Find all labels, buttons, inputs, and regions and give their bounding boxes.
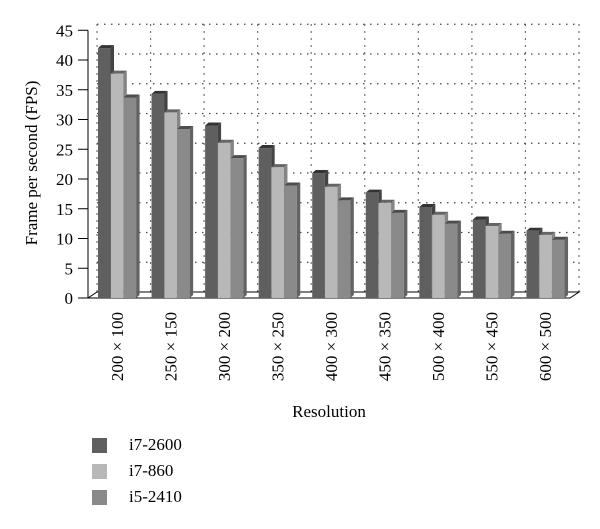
x-tick-label: 250 × 150 bbox=[161, 312, 180, 381]
y-axis: 0 5 10 15 20 25 30 35 40 45 bbox=[56, 21, 89, 308]
bar-top bbox=[337, 197, 354, 201]
y-tick-label: 40 bbox=[56, 51, 73, 70]
legend-item: i7-860 bbox=[92, 458, 182, 484]
bar-side bbox=[243, 155, 247, 298]
x-tick-label: 550 × 450 bbox=[483, 312, 502, 381]
bar-side bbox=[296, 182, 301, 298]
bar-top bbox=[284, 182, 301, 186]
bar bbox=[365, 192, 379, 298]
y-tick-label: 30 bbox=[56, 111, 73, 130]
x-tick-label: 350 × 250 bbox=[268, 312, 287, 381]
y-axis-title: Frame per second (FPS) bbox=[22, 81, 41, 246]
y-tick-label: 10 bbox=[56, 230, 73, 249]
bar-top bbox=[391, 209, 408, 213]
bar-top bbox=[365, 189, 382, 193]
bar-top bbox=[526, 227, 543, 231]
legend-swatch bbox=[92, 489, 107, 505]
bar-top bbox=[110, 70, 127, 74]
bar-side bbox=[564, 236, 569, 298]
bar-top bbox=[419, 203, 436, 207]
bar-side bbox=[189, 126, 194, 299]
legend-label: i5-2410 bbox=[129, 487, 182, 506]
bar-top bbox=[444, 220, 461, 224]
bar-top bbox=[498, 230, 515, 234]
bar-top bbox=[312, 170, 329, 174]
bar-top bbox=[123, 94, 140, 98]
bar bbox=[485, 226, 499, 298]
bar bbox=[230, 158, 244, 298]
bar-side bbox=[350, 197, 354, 298]
bar bbox=[498, 233, 511, 298]
bar bbox=[258, 148, 272, 298]
bar-top bbox=[378, 199, 395, 203]
bar bbox=[539, 234, 552, 298]
bar bbox=[177, 129, 190, 298]
bar-top bbox=[217, 139, 234, 143]
bar-side bbox=[403, 209, 408, 298]
bar-top bbox=[552, 236, 569, 240]
bar bbox=[164, 112, 177, 298]
legend-label: i7-2600 bbox=[129, 435, 182, 454]
legend-label: i7-860 bbox=[129, 461, 174, 480]
x-tick-label: 450 × 350 bbox=[376, 312, 395, 381]
bar-top bbox=[432, 211, 449, 215]
bar-top bbox=[258, 145, 275, 149]
bar bbox=[271, 167, 284, 298]
bar bbox=[552, 239, 565, 298]
bar bbox=[284, 185, 297, 298]
bar bbox=[378, 202, 392, 298]
bar-top bbox=[485, 223, 502, 227]
bar bbox=[217, 142, 231, 298]
y-tick-label: 0 bbox=[65, 289, 74, 308]
bar bbox=[110, 73, 124, 298]
bar bbox=[151, 93, 165, 298]
x-tick-label: 500 × 400 bbox=[429, 312, 448, 381]
bar bbox=[391, 212, 404, 298]
bars bbox=[98, 45, 569, 299]
legend-swatch bbox=[92, 463, 107, 479]
x-axis-title: Resolution bbox=[292, 402, 366, 421]
y-tick-label: 45 bbox=[56, 21, 73, 40]
bar-top bbox=[177, 126, 194, 130]
bar-top bbox=[230, 155, 247, 159]
bar bbox=[419, 206, 432, 298]
bar bbox=[325, 186, 338, 298]
x-tick-label: 600 × 500 bbox=[536, 312, 555, 381]
bar-side bbox=[136, 94, 140, 298]
bar-top bbox=[205, 122, 222, 126]
bar bbox=[98, 48, 111, 298]
x-tick-label: 400 × 300 bbox=[322, 312, 341, 381]
x-tick-labels: 200 × 100 250 × 150 300 × 200 350 × 250 400 … bbox=[108, 312, 555, 381]
bar bbox=[472, 219, 486, 298]
bar-top bbox=[472, 216, 489, 220]
legend-swatch bbox=[92, 437, 107, 453]
bar-top bbox=[98, 45, 114, 49]
y-tick-label: 20 bbox=[56, 170, 73, 189]
grid-lines bbox=[96, 23, 580, 292]
bar-top bbox=[151, 90, 168, 94]
legend-item: i5-2410 bbox=[92, 484, 182, 510]
bar-top bbox=[271, 164, 288, 168]
bar-top bbox=[539, 231, 556, 235]
bar-top bbox=[325, 183, 342, 187]
bar bbox=[432, 214, 445, 298]
legend-item: i7-2600 bbox=[92, 432, 182, 458]
bar bbox=[312, 173, 325, 298]
bar bbox=[123, 97, 137, 298]
x-tick-label: 300 × 200 bbox=[215, 312, 234, 381]
x-tick-label: 200 × 100 bbox=[108, 312, 127, 381]
bar-side bbox=[510, 230, 515, 298]
bar bbox=[526, 230, 539, 298]
bar bbox=[444, 223, 458, 298]
legend: i7-2600 i7-860 i5-2410 bbox=[92, 432, 182, 510]
y-tick-label: 15 bbox=[56, 200, 73, 219]
bar-side bbox=[457, 220, 461, 298]
y-tick-label: 35 bbox=[56, 81, 73, 100]
bar-top bbox=[164, 109, 181, 113]
y-tick-label: 5 bbox=[65, 259, 74, 278]
y-tick-label: 25 bbox=[56, 140, 73, 159]
bar bbox=[205, 125, 218, 298]
bar bbox=[337, 200, 351, 298]
